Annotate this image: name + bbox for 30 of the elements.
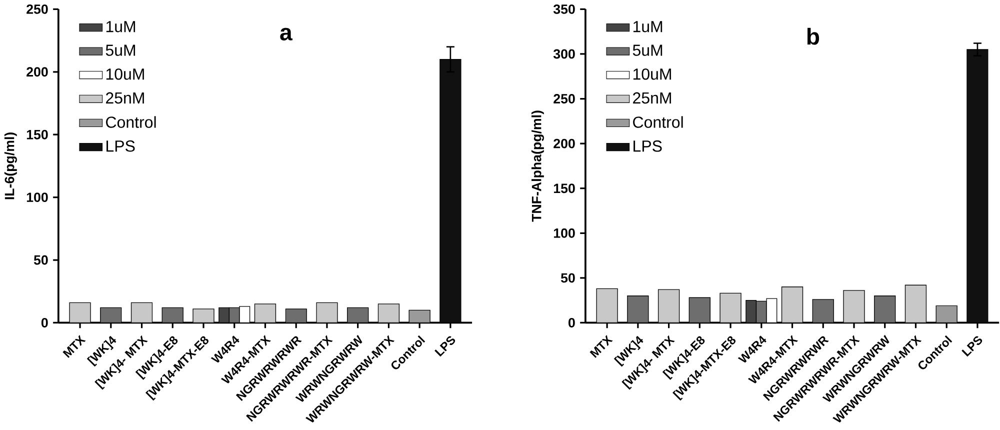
y-tick-label: 350 <box>553 4 575 14</box>
y-tick-label: 150 <box>26 130 48 140</box>
y-tick-label: 250 <box>554 94 575 104</box>
legend-label: Control <box>633 116 683 128</box>
y-tick-label: 150 <box>554 183 575 193</box>
legend-label: 25nM <box>633 92 671 104</box>
legend-label: 1uM <box>106 20 136 32</box>
y-tick-label: 100 <box>26 192 48 202</box>
legend-label: 5uM <box>632 44 662 56</box>
legend-label: 10uM <box>106 68 144 80</box>
legend-label: 1uM <box>633 20 662 32</box>
legend-label: 5uM <box>106 44 136 56</box>
legend-label: Control <box>106 116 156 128</box>
text: a <box>280 28 292 40</box>
y-tick-label: 100 <box>554 228 575 238</box>
y-axis-title: IL-6(pg/ml) <box>4 132 17 199</box>
y-tick-label: 250 <box>26 4 48 14</box>
y-tick-label: 50 <box>560 273 575 282</box>
legend-label: LPS <box>634 140 662 152</box>
y-tick-label: 200 <box>554 138 575 148</box>
legend-label: 25nM <box>106 92 144 104</box>
text: b <box>807 28 820 45</box>
y-tick-label: 300 <box>553 49 575 59</box>
y-tick-label: 50 <box>34 255 48 265</box>
y-axis-title: TNF-Alpha(pg/ml) <box>531 110 544 222</box>
y-tick-label: 200 <box>26 67 48 76</box>
legend-label: LPS <box>106 140 135 152</box>
y-tick-label: 0 <box>41 318 48 328</box>
y-tick-label: 0 <box>568 318 575 328</box>
legend-label: 10uM <box>633 68 671 80</box>
